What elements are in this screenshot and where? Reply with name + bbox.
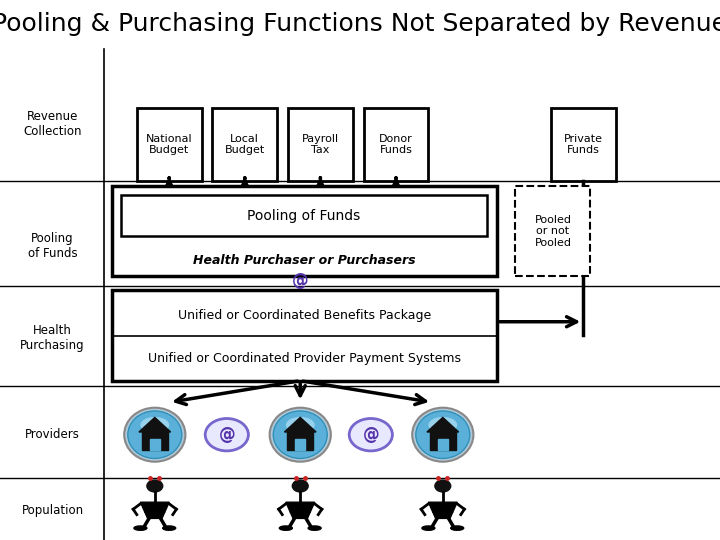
Bar xyxy=(288,108,353,181)
Polygon shape xyxy=(150,439,160,450)
Text: Providers: Providers xyxy=(25,428,80,441)
Text: Health
Purchasing: Health Purchasing xyxy=(20,323,85,352)
Circle shape xyxy=(349,418,392,451)
Text: Unified or Coordinated Provider Payment Systems: Unified or Coordinated Provider Payment … xyxy=(148,352,461,365)
Polygon shape xyxy=(290,512,310,518)
Ellipse shape xyxy=(163,526,176,530)
Text: Payroll
Tax: Payroll Tax xyxy=(302,133,339,156)
Circle shape xyxy=(205,418,248,451)
Text: Unified or Coordinated Benefits Package: Unified or Coordinated Benefits Package xyxy=(178,309,431,322)
Ellipse shape xyxy=(279,526,292,530)
Polygon shape xyxy=(139,417,171,432)
Bar xyxy=(137,108,202,181)
Text: Revenue
Collection: Revenue Collection xyxy=(23,110,82,138)
Ellipse shape xyxy=(412,408,474,462)
Circle shape xyxy=(147,480,163,492)
Polygon shape xyxy=(284,417,316,432)
Ellipse shape xyxy=(274,411,327,458)
Ellipse shape xyxy=(422,526,435,530)
Ellipse shape xyxy=(125,408,186,462)
Text: National
Budget: National Budget xyxy=(146,133,192,156)
Polygon shape xyxy=(430,432,456,450)
Bar xyxy=(212,108,277,181)
Polygon shape xyxy=(287,432,313,450)
Bar xyxy=(551,108,616,181)
Polygon shape xyxy=(286,502,315,512)
Text: Pooled
or not
Pooled: Pooled or not Pooled xyxy=(534,214,572,248)
Polygon shape xyxy=(140,502,169,512)
Text: @: @ xyxy=(292,272,309,290)
Ellipse shape xyxy=(134,526,147,530)
Text: @: @ xyxy=(362,426,379,444)
Ellipse shape xyxy=(428,417,457,433)
Text: Pooling & Purchasing Functions Not Separated by Revenue: Pooling & Purchasing Functions Not Separ… xyxy=(0,12,720,36)
Ellipse shape xyxy=(286,417,315,433)
Text: Pooling of Funds: Pooling of Funds xyxy=(247,209,361,222)
Text: Donor
Funds: Donor Funds xyxy=(379,133,413,156)
Polygon shape xyxy=(295,439,305,450)
Text: Health Purchaser or Purchasers: Health Purchaser or Purchasers xyxy=(193,254,415,267)
Bar xyxy=(112,186,497,276)
Circle shape xyxy=(292,480,308,492)
Ellipse shape xyxy=(416,411,470,458)
Text: Population: Population xyxy=(22,504,84,517)
Polygon shape xyxy=(142,432,168,450)
Bar xyxy=(515,186,590,276)
Text: Pooling
of Funds: Pooling of Funds xyxy=(28,232,77,260)
Text: Private
Funds: Private Funds xyxy=(564,133,603,156)
Polygon shape xyxy=(433,512,453,518)
Polygon shape xyxy=(145,512,165,518)
Ellipse shape xyxy=(308,526,321,530)
Polygon shape xyxy=(427,417,459,432)
Ellipse shape xyxy=(128,411,181,458)
Ellipse shape xyxy=(269,408,331,462)
Polygon shape xyxy=(428,502,457,512)
Circle shape xyxy=(435,480,451,492)
Polygon shape xyxy=(438,439,448,450)
Ellipse shape xyxy=(451,526,464,530)
Ellipse shape xyxy=(140,417,169,433)
Text: @: @ xyxy=(218,426,235,444)
Text: Local
Budget: Local Budget xyxy=(225,133,265,156)
Bar xyxy=(364,108,428,181)
Bar xyxy=(112,290,497,381)
Bar xyxy=(121,195,487,236)
